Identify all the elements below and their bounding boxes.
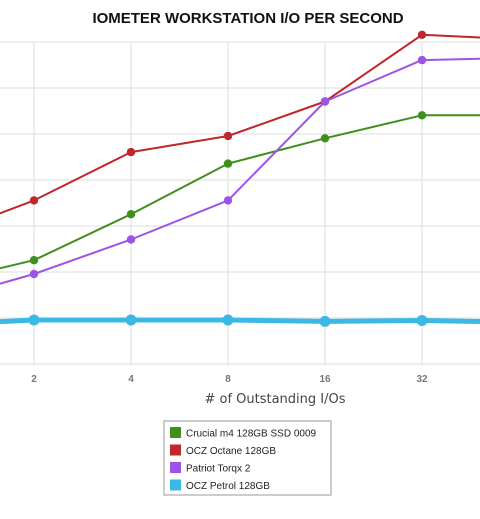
series-line: [0, 114, 480, 270]
data-point: [417, 30, 427, 39]
data-point: [319, 315, 331, 327]
grid-lines: [0, 41, 480, 366]
x-axis-label: # of Outstanding I/Os: [204, 392, 345, 407]
series-layer: [0, 30, 480, 327]
data-point: [29, 196, 39, 205]
data-point: [29, 269, 39, 279]
data-point: [223, 196, 233, 205]
legend-label: OCZ Petrol 128GB: [186, 481, 270, 492]
legend-swatch: [170, 462, 181, 473]
legend-swatch: [170, 479, 181, 491]
data-point: [126, 147, 136, 157]
x-tick-label: 4: [128, 374, 134, 385]
data-point: [125, 314, 137, 326]
legend-swatch: [170, 427, 181, 438]
series-3: [0, 314, 480, 327]
series-0: [0, 111, 480, 270]
legend-label: Patriot Torqx 2: [186, 464, 251, 475]
data-point: [417, 55, 427, 65]
data-point: [223, 131, 233, 141]
data-point: [126, 210, 136, 219]
legend: Crucial m4 128GB SSD 0009 OCZ Octane 128G…: [163, 420, 332, 496]
data-point: [28, 314, 40, 326]
data-point: [320, 134, 330, 143]
x-tick-label: 2: [31, 374, 37, 385]
data-point: [126, 235, 136, 244]
data-point: [223, 159, 233, 168]
legend-label: Crucial m4 128GB SSD 0009: [186, 429, 317, 440]
series-line: [0, 317, 480, 325]
legend-box: [163, 420, 332, 496]
data-point: [417, 111, 427, 120]
chart-title: IOMETER WORKSTATION I/O PER SECOND: [92, 10, 403, 27]
x-tick-label: 32: [416, 374, 428, 385]
data-point: [29, 256, 39, 265]
data-point: [416, 314, 428, 326]
data-point: [222, 314, 234, 326]
x-tick-label: 8: [225, 374, 231, 385]
legend-swatch: [170, 444, 181, 456]
legend-label: OCZ Octane 128GB: [186, 446, 276, 457]
x-tick-label: 16: [319, 374, 331, 385]
series-2: [0, 55, 480, 285]
data-point: [320, 97, 330, 106]
x-axis-ticks: 2 4 8 16 32: [31, 374, 428, 385]
